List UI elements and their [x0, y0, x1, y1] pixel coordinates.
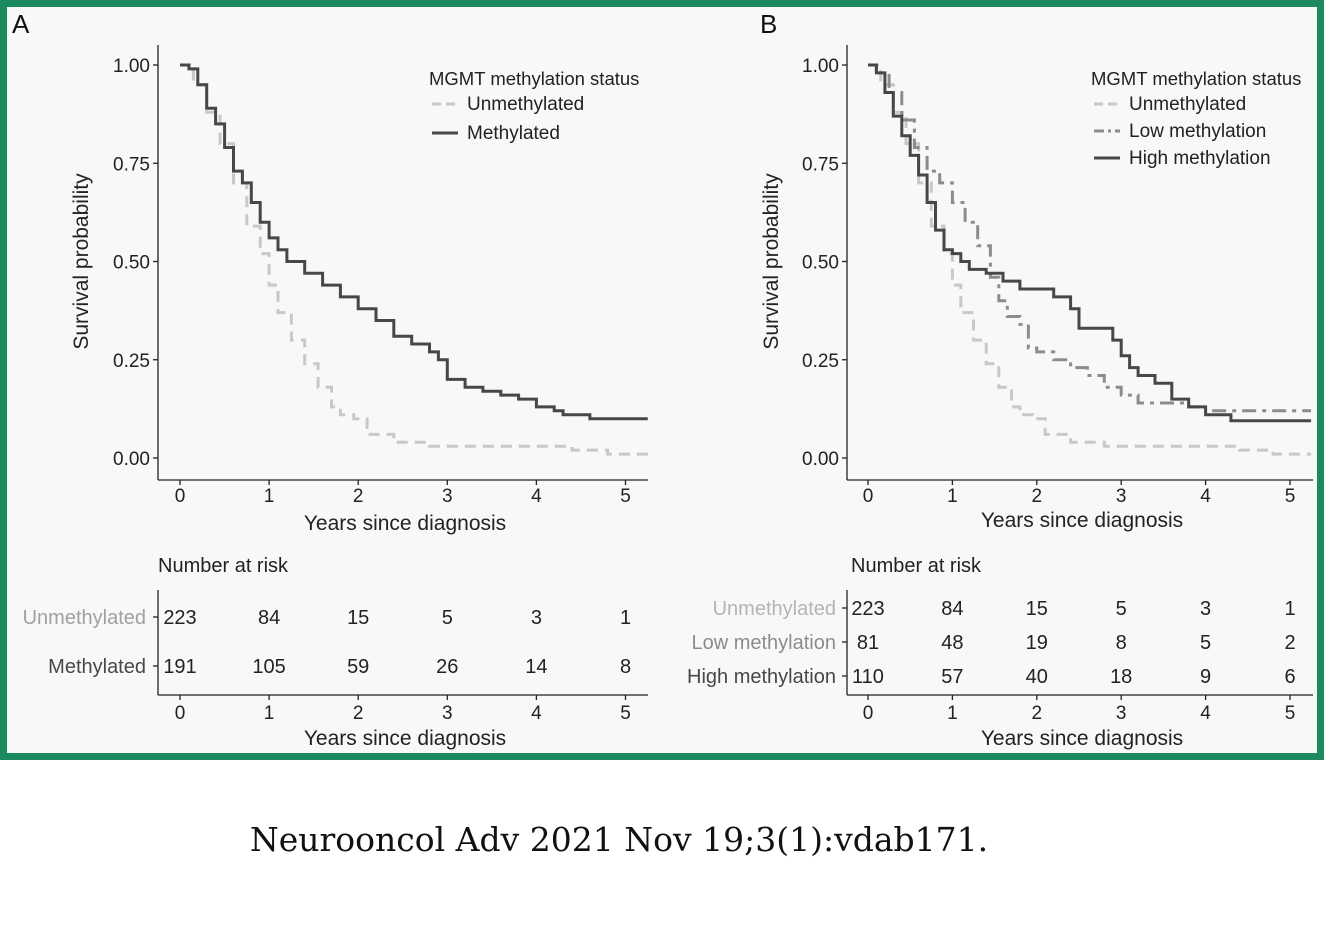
risk-count: 5: [442, 607, 453, 629]
risk-count: 59: [347, 656, 369, 678]
x-tick-label: 0: [863, 486, 874, 507]
risk-count: 81: [857, 632, 879, 654]
x-axis-label: Years since diagnosis: [981, 509, 1183, 532]
risk-count: 26: [436, 656, 458, 678]
x-tick-label: 3: [442, 486, 453, 507]
risk-count: 15: [347, 607, 369, 629]
y-tick-label: 0.75: [113, 154, 150, 175]
series-line-unmethylated: [180, 63, 648, 456]
figure-svg: A 0.00 0.25 0.50 0.75 1.00 0 1 2 3 4 5 Years since d…: [12, 9, 1313, 750]
y-tick-label: 0.25: [113, 351, 150, 372]
x-axis-label: Years since diagnosis: [304, 512, 506, 535]
series-line-high-methylation: [868, 63, 1312, 423]
legend-label: High methylation: [1129, 148, 1271, 169]
risk-row-name: High methylation: [687, 666, 836, 688]
risk-count: 5: [1116, 598, 1127, 620]
risk-count: 223: [851, 598, 884, 620]
risk-x-tick-label: 1: [947, 703, 958, 724]
series-line-methylated: [180, 63, 648, 421]
risk-count: 48: [941, 632, 963, 654]
y-tick-label: 1.00: [113, 56, 150, 77]
risk-count: 9: [1200, 666, 1211, 688]
risk-count: 14: [525, 656, 547, 678]
risk-x-tick-label: 5: [1285, 703, 1296, 724]
risk-x-axis-label: Years since diagnosis: [304, 727, 506, 750]
risk-table-title: Number at risk: [851, 555, 982, 577]
risk-count: 19: [1026, 632, 1048, 654]
legend-label: Unmethylated: [1129, 94, 1246, 115]
risk-row-name: Unmethylated: [23, 607, 146, 629]
risk-row-name: Methylated: [48, 656, 146, 678]
risk-count: 15: [1026, 598, 1048, 620]
risk-count: 84: [258, 607, 280, 629]
risk-count: 18: [1110, 666, 1132, 688]
risk-count: 5: [1200, 632, 1211, 654]
risk-count: 84: [941, 598, 963, 620]
panel-label: A: [12, 9, 30, 39]
risk-x-tick-label: 2: [1032, 703, 1043, 724]
y-axis-label: Survival probability: [760, 173, 783, 350]
risk-count: 40: [1026, 666, 1048, 688]
x-tick-label: 0: [175, 486, 186, 507]
x-tick-label: 1: [264, 486, 275, 507]
risk-count: 3: [531, 607, 542, 629]
risk-x-tick-label: 0: [175, 703, 186, 724]
y-tick-label: 0.00: [113, 449, 150, 470]
y-tick-label: 0.50: [113, 253, 150, 274]
x-tick-label: 4: [531, 486, 542, 507]
y-tick-label: 1.00: [802, 56, 839, 77]
legend-label: Unmethylated: [467, 94, 584, 115]
risk-count: 223: [163, 607, 196, 629]
risk-x-tick-label: 0: [863, 703, 874, 724]
risk-x-tick-label: 3: [442, 703, 453, 724]
x-tick-label: 3: [1116, 486, 1127, 507]
risk-count: 8: [1116, 632, 1127, 654]
citation: Neurooncol Adv 2021 Nov 19;3(1):vdab171.: [249, 820, 989, 859]
risk-count: 3: [1200, 598, 1211, 620]
y-tick-label: 0.75: [802, 154, 839, 175]
risk-x-tick-label: 4: [1200, 703, 1211, 724]
x-tick-label: 4: [1200, 486, 1211, 507]
legend-label: Methylated: [467, 123, 560, 144]
legend-title: MGMT methylation status: [429, 68, 639, 89]
x-tick-label: 5: [1285, 486, 1296, 507]
risk-count: 110: [852, 666, 884, 688]
risk-count: 6: [1284, 666, 1295, 688]
x-tick-label: 2: [353, 486, 364, 507]
y-tick-label: 0.25: [802, 351, 839, 372]
y-tick-label: 0.00: [802, 449, 839, 470]
risk-count: 2: [1284, 632, 1295, 654]
panel-b: B 0.00 0.25 0.50 0.75 1.00 0 1 2 3 4 5 Years since d…: [687, 9, 1313, 750]
risk-x-tick-label: 5: [620, 703, 631, 724]
risk-row-name: Low methylation: [691, 632, 836, 654]
risk-x-tick-label: 4: [531, 703, 542, 724]
risk-x-tick-label: 3: [1116, 703, 1127, 724]
x-tick-label: 5: [620, 486, 631, 507]
legend-title: MGMT methylation status: [1091, 68, 1301, 89]
series-line-low-methylation: [868, 63, 1312, 413]
risk-count: 1: [620, 607, 631, 629]
series-line-unmethylated: [868, 63, 1312, 456]
panel-label: B: [760, 9, 777, 39]
panel-a: A 0.00 0.25 0.50 0.75 1.00 0 1 2 3 4 5 Years since d…: [12, 9, 648, 750]
legend-label: Low methylation: [1129, 121, 1266, 142]
risk-count: 8: [620, 656, 631, 678]
risk-count: 105: [252, 656, 285, 678]
y-axis-label: Survival probability: [70, 173, 93, 350]
risk-row-name: Unmethylated: [713, 598, 836, 620]
risk-x-tick-label: 1: [264, 703, 275, 724]
risk-count: 191: [163, 656, 196, 678]
risk-x-axis-label: Years since diagnosis: [981, 727, 1183, 750]
risk-count: 1: [1284, 598, 1295, 620]
risk-count: 57: [941, 666, 963, 688]
x-tick-label: 1: [947, 486, 958, 507]
y-tick-label: 0.50: [802, 253, 839, 274]
x-tick-label: 2: [1032, 486, 1043, 507]
risk-x-tick-label: 2: [353, 703, 364, 724]
risk-table-title: Number at risk: [158, 555, 289, 577]
